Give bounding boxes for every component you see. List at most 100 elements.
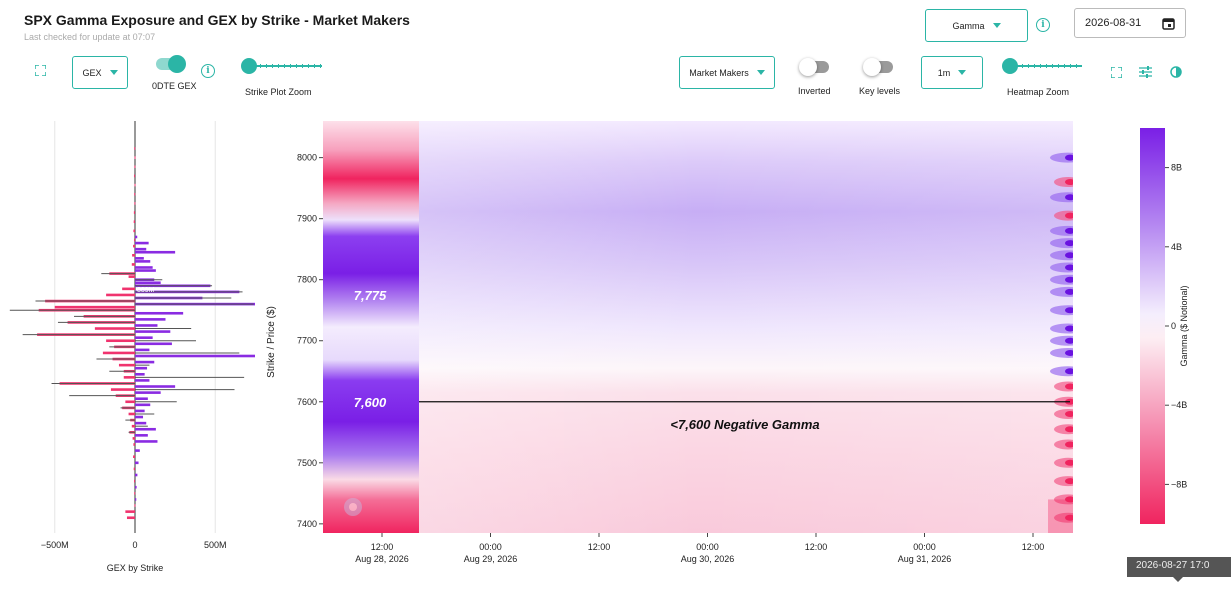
odte-label: 0DTE GEX (152, 81, 197, 91)
gex-bar[interactable] (134, 202, 136, 205)
gex-bar[interactable] (106, 339, 135, 343)
gex-bar[interactable] (125, 510, 135, 513)
date-picker[interactable]: 2026-08-31 (1074, 8, 1186, 38)
interval-select[interactable]: 1m (921, 56, 983, 89)
inverted-label: Inverted (798, 86, 831, 96)
gex-bar[interactable] (135, 235, 138, 239)
info-icon[interactable]: i (1036, 18, 1050, 32)
heatmap-cell (1065, 383, 1073, 390)
gex-bar[interactable] (134, 479, 136, 483)
contrast-icon[interactable] (1170, 66, 1182, 78)
x-tick-label: 12:00 (371, 542, 394, 552)
gex-bar[interactable] (122, 287, 135, 291)
gex-bar[interactable] (128, 412, 135, 416)
settings-sliders-icon[interactable] (1139, 66, 1152, 78)
gex-bar[interactable] (135, 373, 145, 376)
gex-bar[interactable] (135, 440, 158, 443)
gex-bar[interactable] (135, 318, 166, 321)
gex-bar[interactable] (135, 330, 171, 333)
gex-bar[interactable] (134, 147, 136, 150)
gex-bar[interactable] (125, 400, 135, 404)
gex-bar[interactable] (126, 516, 135, 520)
gex-bar[interactable] (133, 211, 135, 214)
gex-bar[interactable] (123, 376, 135, 379)
strike-zoom-thumb[interactable] (241, 58, 257, 74)
gex-bar[interactable] (135, 336, 153, 339)
gex-bar[interactable] (135, 311, 184, 315)
party-select-value: Market Makers (689, 67, 749, 78)
gex-bar[interactable] (135, 281, 161, 285)
gex-bar[interactable] (134, 238, 136, 242)
gex-bar[interactable] (135, 461, 139, 465)
gex-bar[interactable] (135, 391, 161, 394)
gex-bar[interactable] (134, 183, 136, 187)
gex-bar[interactable] (135, 415, 144, 419)
heatmap-zoom-slider[interactable] (1010, 64, 1082, 68)
metric-select[interactable]: Gamma (925, 9, 1028, 42)
gex-bar[interactable] (135, 247, 147, 251)
gex-bar[interactable] (133, 455, 135, 459)
heatmap-cell (1048, 499, 1073, 533)
gex-bar[interactable] (135, 348, 150, 352)
gex-bar[interactable] (135, 366, 148, 370)
info-icon[interactable]: i (201, 64, 215, 78)
gex-bar[interactable] (128, 275, 135, 278)
watermark-logo (344, 498, 362, 516)
gex-bar[interactable] (135, 354, 255, 358)
party-select[interactable]: Market Makers (679, 56, 775, 89)
gex-bar[interactable] (135, 403, 151, 407)
strike-zoom-label: Strike Plot Zoom (245, 87, 312, 97)
gex-bar[interactable] (135, 379, 150, 382)
odte-toggle[interactable] (156, 55, 186, 73)
gex-bar[interactable] (118, 363, 135, 367)
gex-bar[interactable] (131, 263, 135, 266)
gex-bar[interactable] (135, 421, 147, 425)
key-levels-toggle[interactable] (863, 58, 893, 76)
gex-bar[interactable] (135, 269, 156, 272)
gamma-heatmap[interactable]: 7400 7500 7600 7700 7800 7900 8000 12:00 Aug 28… (255, 112, 1115, 582)
gex-bar[interactable] (132, 437, 135, 440)
gex-select[interactable]: GEX (72, 56, 128, 89)
gex-bar[interactable] (135, 250, 176, 254)
gex-bar[interactable] (132, 253, 135, 257)
gex-bar[interactable] (135, 360, 155, 364)
gex-bar[interactable] (134, 504, 136, 507)
gex-bar[interactable] (135, 241, 149, 245)
gex-bar[interactable] (135, 324, 158, 327)
gex-bar[interactable] (135, 449, 140, 452)
gex-bar[interactable] (131, 424, 135, 428)
gex-bar[interactable] (134, 165, 136, 169)
fullscreen-icon[interactable] (35, 65, 46, 76)
strike-zoom-slider[interactable] (242, 64, 322, 68)
gex-bar[interactable] (133, 244, 135, 248)
gex-bar[interactable] (135, 257, 144, 260)
gex-bar[interactable] (134, 174, 136, 178)
gex-bar[interactable] (102, 351, 135, 355)
fullscreen-icon[interactable] (1111, 67, 1122, 78)
gex-bar[interactable] (135, 397, 148, 401)
heatmap-zoom-thumb[interactable] (1002, 58, 1018, 74)
gex-bar[interactable] (134, 492, 136, 495)
gex-bar[interactable] (135, 385, 176, 388)
gex-bar[interactable] (133, 229, 135, 233)
gex-bar[interactable] (135, 434, 148, 437)
gex-bar[interactable] (94, 327, 135, 330)
gex-bar[interactable] (133, 467, 135, 471)
gex-bar[interactable] (135, 260, 151, 263)
gex-bar[interactable] (134, 192, 136, 196)
gex-bar[interactable] (54, 305, 135, 309)
gex-bar[interactable] (135, 485, 137, 489)
heatmap-cell (1065, 307, 1073, 314)
gex-bar[interactable] (133, 220, 135, 224)
inverted-toggle[interactable] (799, 58, 829, 76)
gex-bar[interactable] (133, 443, 135, 446)
gex-bar[interactable] (135, 266, 153, 269)
gex-bar[interactable] (135, 498, 137, 501)
gex-bar[interactable] (134, 156, 136, 159)
gex-bar[interactable] (106, 293, 135, 297)
gex-bar[interactable] (135, 473, 138, 477)
gex-bar[interactable] (110, 388, 135, 391)
gex-bar[interactable] (135, 427, 156, 431)
gex-bar[interactable] (135, 409, 145, 413)
gex-bar[interactable] (135, 342, 172, 346)
